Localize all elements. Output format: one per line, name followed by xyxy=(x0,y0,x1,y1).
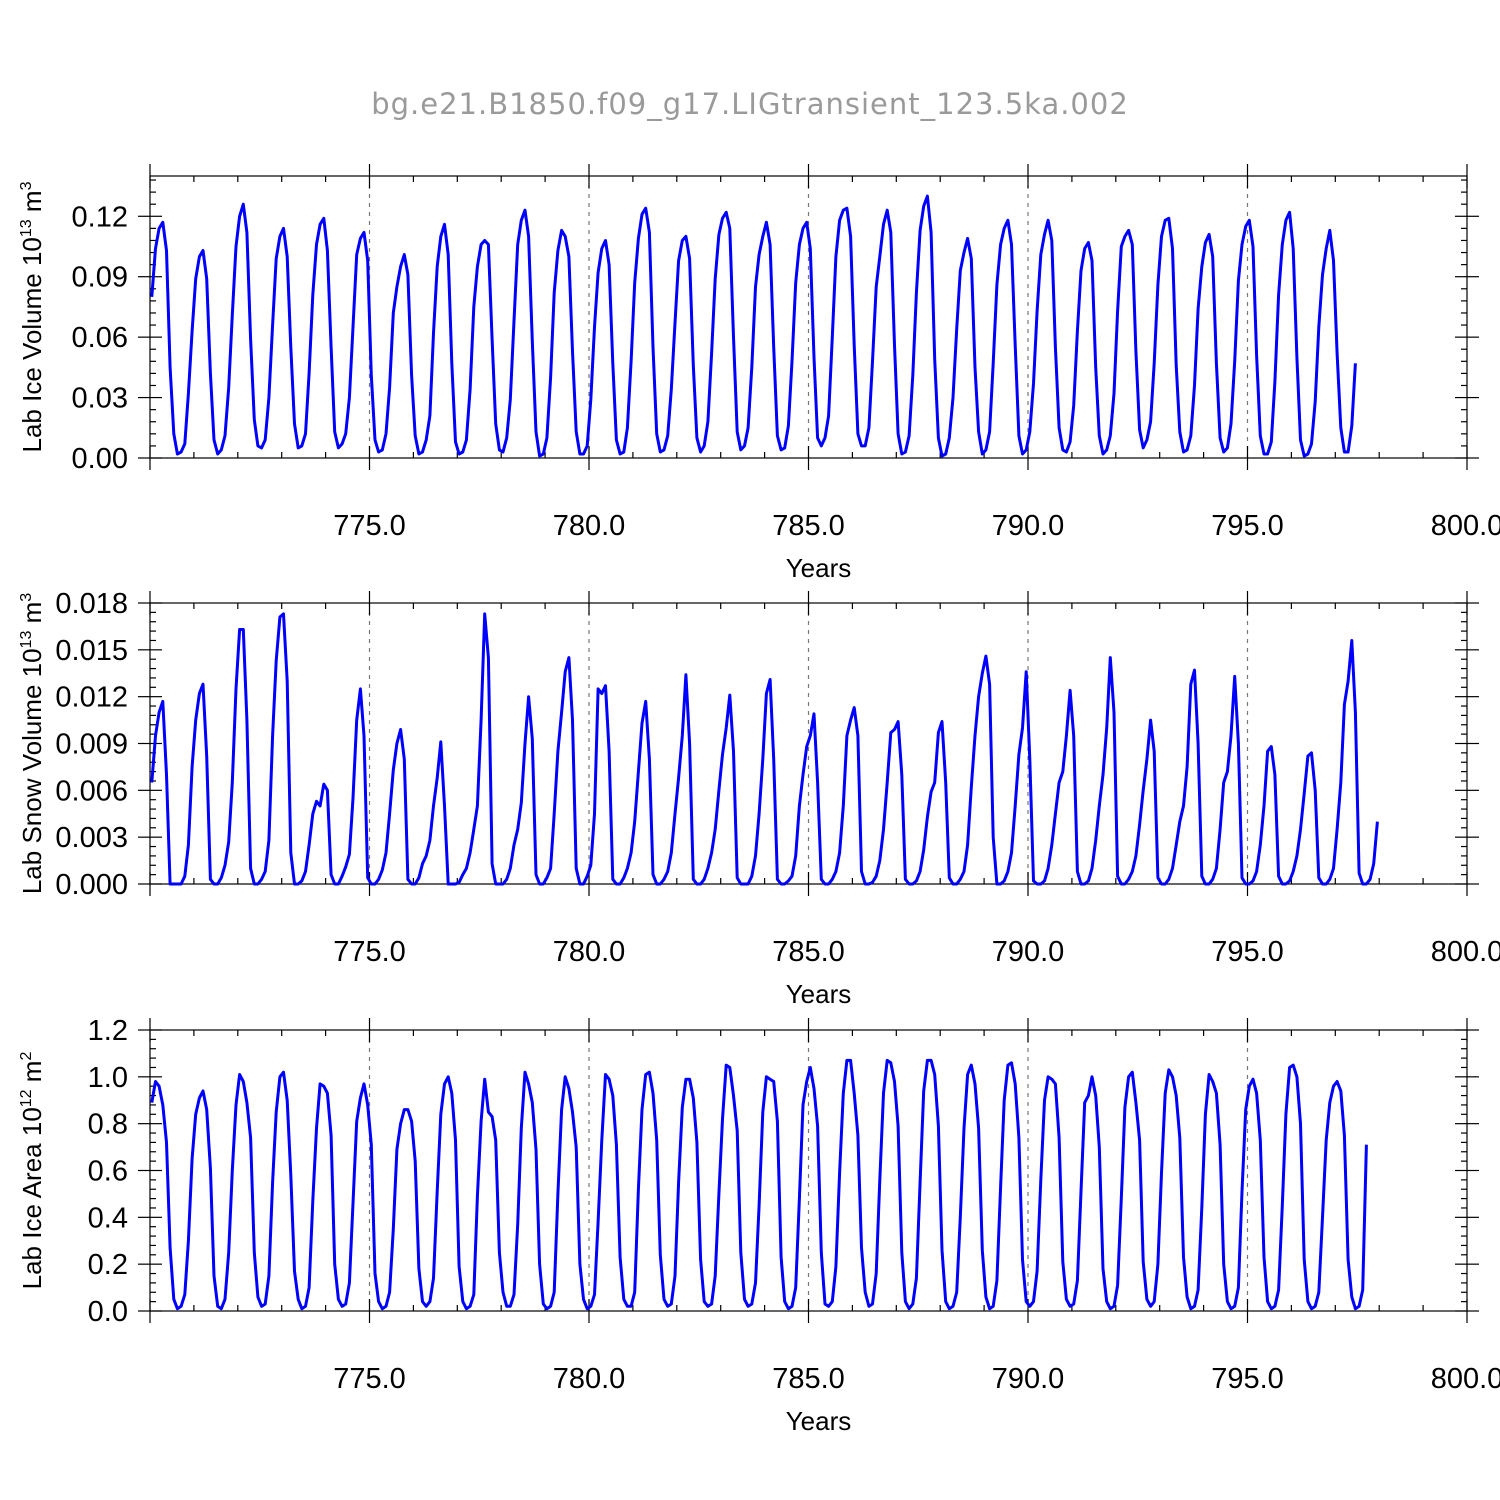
y-tick-label: 0.09 xyxy=(72,262,128,294)
x-tick-label: 780.0 xyxy=(553,1363,626,1395)
x-tick-label: 785.0 xyxy=(772,1363,845,1395)
x-axis-label: Years xyxy=(786,553,852,583)
y-tick-label: 1.2 xyxy=(88,1015,128,1047)
y-axis-label: Lab Snow Volume 1013 m3 xyxy=(17,593,47,894)
y-tick-label: 1.0 xyxy=(88,1062,128,1094)
x-tick-label: 800.0 xyxy=(1431,1363,1500,1395)
figure-title: bg.e21.B1850.f09_g17.LIGtransient_123.5k… xyxy=(371,87,1129,121)
y-tick-label: 0.003 xyxy=(55,822,128,854)
x-tick-label: 795.0 xyxy=(1211,510,1284,542)
y-tick-label: 0.8 xyxy=(88,1109,128,1141)
data-series-line xyxy=(150,194,1357,458)
y-tick-label: 0.000 xyxy=(55,869,128,901)
x-axis-label: Years xyxy=(786,1406,852,1436)
x-tick-label: 800.0 xyxy=(1431,936,1500,968)
x-tick-label: 795.0 xyxy=(1211,936,1284,968)
y-tick-label: 0.006 xyxy=(55,775,128,807)
y-tick-label: 0.03 xyxy=(72,383,128,415)
x-tick-label: 775.0 xyxy=(333,936,406,968)
x-tick-label: 795.0 xyxy=(1211,1363,1284,1395)
y-tick-label: 0.06 xyxy=(72,322,128,354)
y-tick-label: 0.0 xyxy=(88,1296,128,1328)
y-tick-label: 0.12 xyxy=(72,201,128,233)
y-tick-label: 0.012 xyxy=(55,682,128,714)
panel-ice-volume: 0.00 0.03 0.06 0.09 0.12 775.0 780.0 785.0 790.0… xyxy=(17,164,1500,583)
x-tick-label: 780.0 xyxy=(553,936,626,968)
y-tick-label: 0.6 xyxy=(88,1156,128,1188)
y-tick-label: 0.4 xyxy=(88,1202,128,1234)
x-tick-label: 785.0 xyxy=(772,936,845,968)
x-axis-label: Years xyxy=(786,979,852,1009)
x-tick-label: 775.0 xyxy=(333,1363,406,1395)
x-tick-label: 790.0 xyxy=(992,1363,1065,1395)
x-tick-label: 775.0 xyxy=(333,510,406,542)
y-tick-label: 0.00 xyxy=(72,443,128,475)
y-tick-label: 0.018 xyxy=(55,588,128,620)
x-tick-label: 790.0 xyxy=(992,510,1065,542)
panel-snow-volume: 0.000 0.003 0.006 0.009 0.012 0.015 0.018 775.0… xyxy=(17,588,1500,1009)
y-axis-label: Lab Ice Area 1012 m2 xyxy=(17,1052,47,1290)
x-tick-label: 790.0 xyxy=(992,936,1065,968)
x-tick-label: 800.0 xyxy=(1431,510,1500,542)
y-tick-label: 0.2 xyxy=(88,1249,128,1281)
y-axis-label: Lab Ice Volume 1013 m3 xyxy=(17,181,47,452)
data-series-line xyxy=(150,1058,1368,1311)
panel-ice-area: 0.0 0.2 0.4 0.6 0.8 1.0 1.2 775.0 780.0 785.0 790.… xyxy=(17,1015,1500,1436)
x-tick-label: 780.0 xyxy=(553,510,626,542)
data-series-line xyxy=(150,612,1379,886)
x-tick-label: 785.0 xyxy=(772,510,845,542)
y-tick-label: 0.009 xyxy=(55,729,128,761)
y-tick-label: 0.015 xyxy=(55,635,128,667)
